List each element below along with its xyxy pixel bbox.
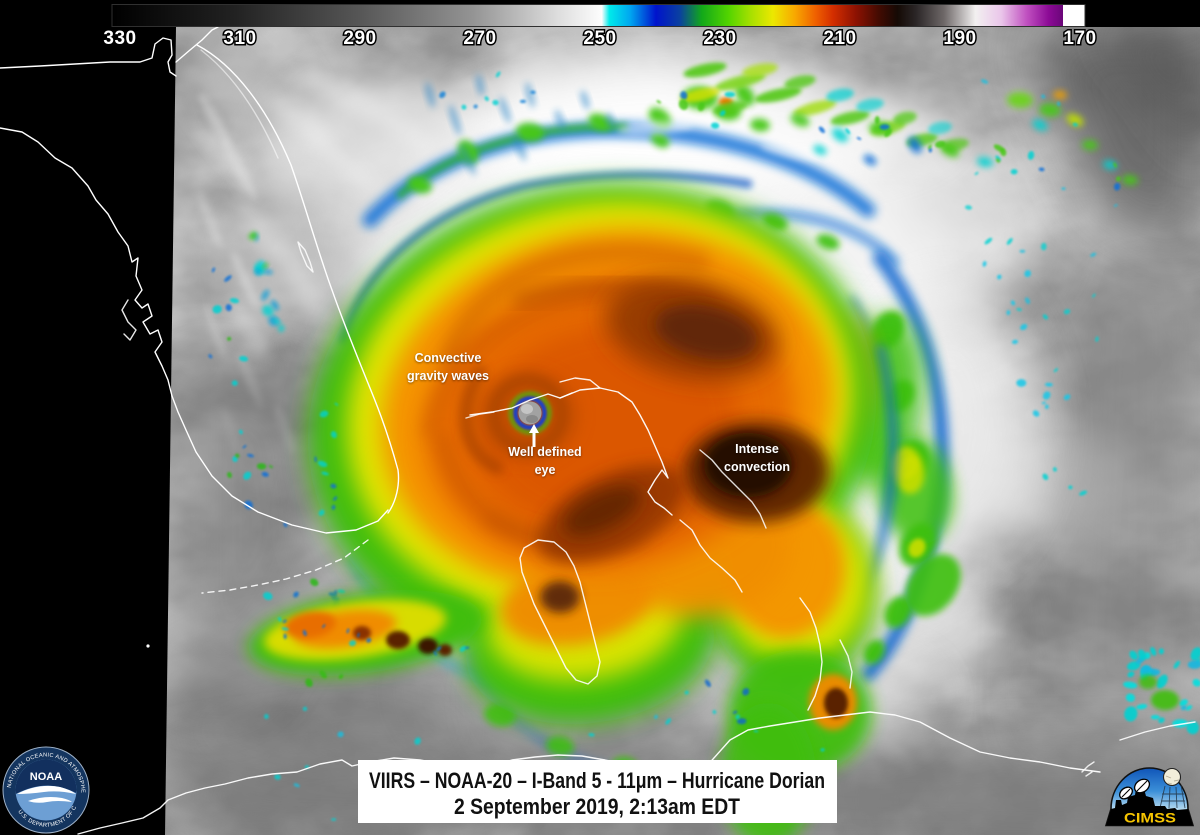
svg-text:eye: eye	[535, 463, 556, 477]
svg-text:330: 330	[103, 28, 136, 49]
svg-text:Intense: Intense	[735, 442, 779, 456]
svg-text:290: 290	[343, 28, 376, 49]
svg-text:Well defined: Well defined	[508, 445, 581, 459]
svg-text:NOAA: NOAA	[30, 771, 62, 783]
svg-text:230: 230	[703, 28, 736, 49]
svg-text:gravity waves: gravity waves	[407, 369, 489, 383]
svg-text:Convective: Convective	[415, 351, 482, 365]
svg-text:170: 170	[1063, 28, 1096, 49]
svg-text:270: 270	[463, 28, 496, 49]
svg-text:210: 210	[823, 28, 856, 49]
svg-text:CIMSS: CIMSS	[1124, 811, 1176, 826]
svg-text:250: 250	[583, 28, 616, 49]
svg-text:310: 310	[223, 28, 256, 49]
svg-text:2 September 2019, 2:13am EDT: 2 September 2019, 2:13am EDT	[454, 794, 740, 819]
svg-text:convection: convection	[724, 460, 790, 474]
svg-text:VIIRS – NOAA-20 – I-Band 5 - 1: VIIRS – NOAA-20 – I-Band 5 - 11μm – Hurr…	[369, 768, 825, 793]
svg-text:190: 190	[943, 28, 976, 49]
